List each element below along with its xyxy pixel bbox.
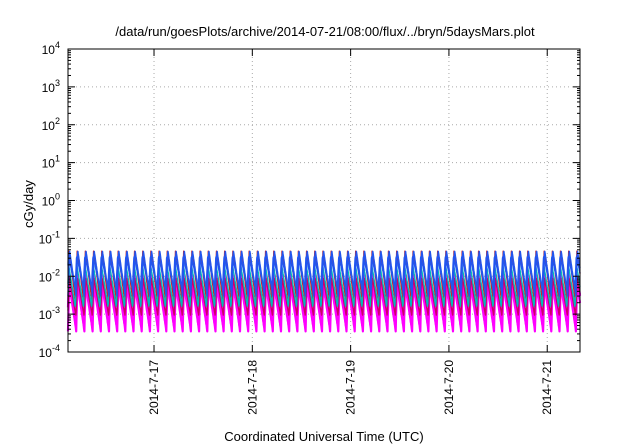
plot-frame (67, 48, 581, 353)
chart-title: /data/run/goesPlots/archive/2014-07-21/0… (115, 24, 535, 39)
x-axis-label: Coordinated Universal Time (UTC) (224, 429, 423, 444)
y-tick-label: 10-1 (39, 229, 60, 246)
plot-area (66, 250, 582, 333)
y-axis-label: cGy/day (21, 180, 36, 228)
x-tick-label: 2014-7-18 (245, 360, 259, 415)
y-tick-label: 101 (42, 154, 60, 171)
series-line-6 (67, 250, 581, 297)
y-tick-label: 10-4 (39, 343, 60, 360)
y-tick-label: 104 (42, 40, 60, 57)
y-tick-label: 102 (42, 116, 60, 133)
y-tick-label: 103 (42, 78, 60, 95)
x-tick-label: 2014-7-20 (442, 360, 456, 415)
y-tick-label: 100 (42, 192, 60, 209)
x-tick-label: 2014-7-17 (147, 360, 161, 415)
y-tick-label: 10-2 (39, 267, 60, 284)
x-tick-label: 2014-7-19 (344, 360, 358, 415)
series-line-7 (67, 256, 581, 289)
x-axis-ticks: 2014-7-17 2014-7-18 2014-7-19 2014-7-20 2014… (147, 49, 554, 415)
x-tick-label: 2014-7-21 (540, 360, 554, 415)
y-tick-label: 10-3 (39, 305, 60, 322)
